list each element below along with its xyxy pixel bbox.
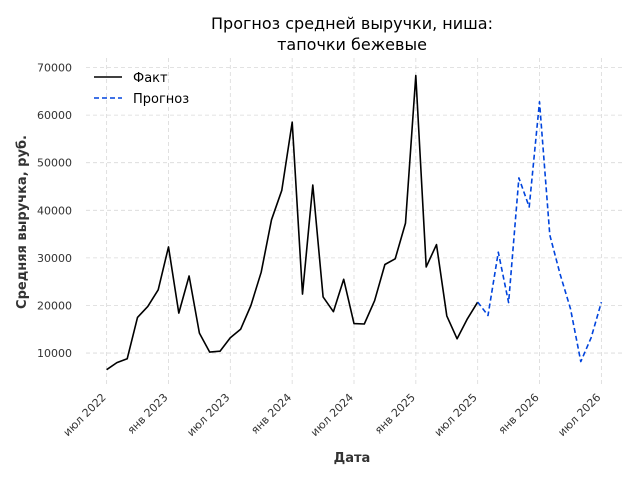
legend-forecast-label: Прогноз (133, 92, 189, 107)
series-layer (106, 74, 603, 371)
y-tick-label: 40000 (37, 204, 72, 217)
series-line-fact (106, 74, 479, 371)
y-axis-label: Средняя выручка, руб. (15, 135, 30, 309)
x-tick-label: янв 2025 (372, 391, 418, 437)
x-tick-label: янв 2026 (496, 391, 542, 437)
legend: Факт Прогноз (94, 71, 189, 107)
x-axis-label: Дата (334, 451, 371, 466)
x-tick-label: июл 2025 (432, 391, 480, 439)
y-tick-label: 30000 (37, 252, 72, 265)
y-tick-label: 70000 (37, 62, 72, 75)
y-tick-label: 10000 (37, 347, 72, 360)
x-tick-label: июл 2022 (61, 391, 109, 439)
x-tick-label: янв 2023 (125, 391, 171, 437)
series-line-forecast (477, 101, 603, 363)
y-tick-label: 60000 (37, 109, 72, 122)
chart-title-line2: тапочки бежевые (277, 35, 427, 54)
x-axis-ticks: июл 2022 янв 2023 июл 2023 янв 2024 июл 2024… (61, 391, 604, 439)
y-axis-ticks: 10000 20000 30000 40000 50000 60000 70000 (37, 62, 72, 361)
grid (86, 58, 622, 384)
x-tick-label: июл 2024 (308, 391, 356, 439)
x-tick-label: янв 2024 (248, 391, 294, 437)
legend-fact-label: Факт (133, 71, 168, 86)
x-tick-label: июл 2026 (555, 391, 603, 439)
y-tick-label: 20000 (37, 299, 72, 312)
x-tick-label: июл 2023 (184, 391, 232, 439)
y-tick-label: 50000 (37, 157, 72, 170)
chart-title-line1: Прогноз средней выручки, ниша: (211, 14, 493, 33)
